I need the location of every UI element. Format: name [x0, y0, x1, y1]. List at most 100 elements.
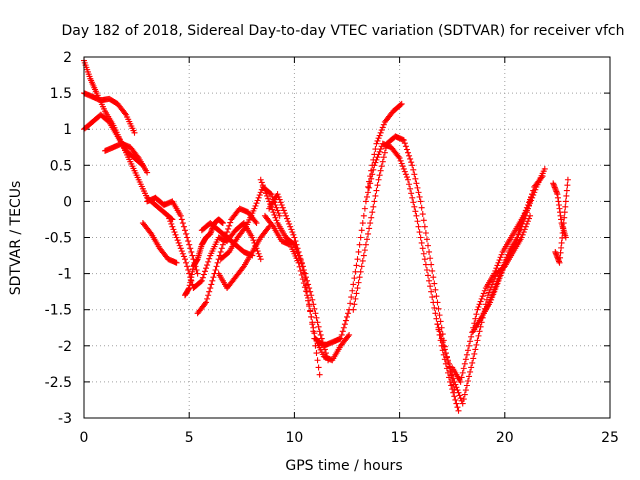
- data-point: [122, 110, 129, 117]
- data-point: [405, 149, 412, 156]
- data-point: [206, 288, 213, 295]
- data-point: [299, 263, 306, 270]
- data-point: [409, 162, 416, 169]
- data-point: [337, 335, 344, 342]
- data-point: [359, 257, 366, 264]
- data-point: [352, 268, 359, 275]
- data-point: [275, 193, 282, 200]
- data-point: [268, 191, 275, 198]
- data-point: [525, 202, 532, 209]
- data-point: [291, 234, 298, 241]
- data-point: [338, 331, 345, 338]
- data-point: [312, 310, 319, 317]
- data-point: [350, 281, 357, 288]
- data-point: [363, 193, 370, 200]
- data-point: [214, 259, 221, 266]
- data-point: [316, 371, 323, 378]
- data-point: [360, 252, 367, 259]
- data-point: [194, 270, 201, 277]
- data-point: [269, 222, 276, 229]
- series-track-4: [102, 140, 151, 176]
- data-point: [253, 200, 260, 207]
- data-point: [417, 198, 424, 205]
- data-point: [412, 208, 419, 215]
- data-point: [517, 226, 524, 233]
- data-point: [201, 300, 208, 307]
- data-point: [281, 210, 288, 217]
- data-point: [186, 241, 193, 248]
- data-point: [397, 157, 404, 164]
- data-point: [351, 275, 358, 282]
- data-point: [435, 305, 442, 312]
- data-points: [81, 57, 571, 414]
- data-point: [501, 259, 508, 266]
- data-point: [210, 274, 217, 281]
- data-point: [205, 258, 212, 265]
- data-point: [292, 238, 299, 245]
- data-point: [473, 341, 480, 348]
- data-point: [265, 225, 272, 232]
- data-point: [374, 137, 381, 144]
- data-point: [217, 248, 224, 255]
- data-point: [350, 306, 357, 313]
- data-point: [497, 270, 504, 277]
- data-point: [401, 140, 408, 147]
- data-point: [421, 256, 428, 263]
- data-point: [564, 182, 571, 189]
- data-point: [497, 254, 504, 261]
- data-point: [492, 284, 499, 291]
- data-point: [561, 214, 568, 221]
- data-point: [489, 292, 496, 299]
- data-point: [425, 272, 432, 279]
- data-point: [494, 262, 501, 269]
- data-point: [172, 231, 179, 238]
- data-point: [185, 266, 192, 273]
- data-point: [261, 187, 268, 194]
- data-point: [309, 321, 316, 328]
- data-point: [481, 287, 488, 294]
- data-point: [345, 333, 352, 340]
- data-point: [400, 137, 407, 144]
- data-point: [475, 303, 482, 310]
- data-point: [431, 304, 438, 311]
- series-track-18: [365, 100, 405, 190]
- data-point: [297, 267, 304, 274]
- data-point: [415, 223, 422, 230]
- data-point: [527, 198, 534, 205]
- data-point: [451, 393, 458, 400]
- data-point: [432, 310, 439, 317]
- data-point: [429, 294, 436, 301]
- data-point: [344, 313, 350, 320]
- data-point: [362, 198, 369, 205]
- data-point: [313, 350, 320, 357]
- data-point: [227, 219, 234, 226]
- series-track-15: [266, 191, 323, 378]
- data-point: [275, 210, 282, 217]
- data-point: [409, 194, 416, 201]
- series-track-16: [312, 140, 462, 414]
- data-point: [377, 129, 384, 136]
- data-point: [315, 323, 322, 330]
- data-point: [379, 158, 386, 165]
- data-point: [347, 300, 354, 307]
- data-point: [380, 121, 387, 128]
- data-point: [430, 274, 437, 281]
- data-point: [259, 182, 266, 189]
- data-point: [504, 251, 511, 258]
- data-point: [411, 171, 418, 178]
- data-point: [369, 162, 376, 169]
- data-point: [456, 392, 463, 399]
- data-point: [524, 205, 531, 212]
- data-point: [218, 245, 225, 252]
- data-point: [369, 209, 376, 216]
- series-track-5: [139, 220, 180, 266]
- data-point: [480, 290, 487, 297]
- data-point: [183, 259, 190, 266]
- data-point: [169, 223, 176, 230]
- data-point: [346, 331, 353, 338]
- data-point: [203, 299, 210, 306]
- data-point: [493, 265, 500, 272]
- data-point: [184, 234, 191, 241]
- data-point: [437, 331, 444, 338]
- grid: [84, 57, 610, 418]
